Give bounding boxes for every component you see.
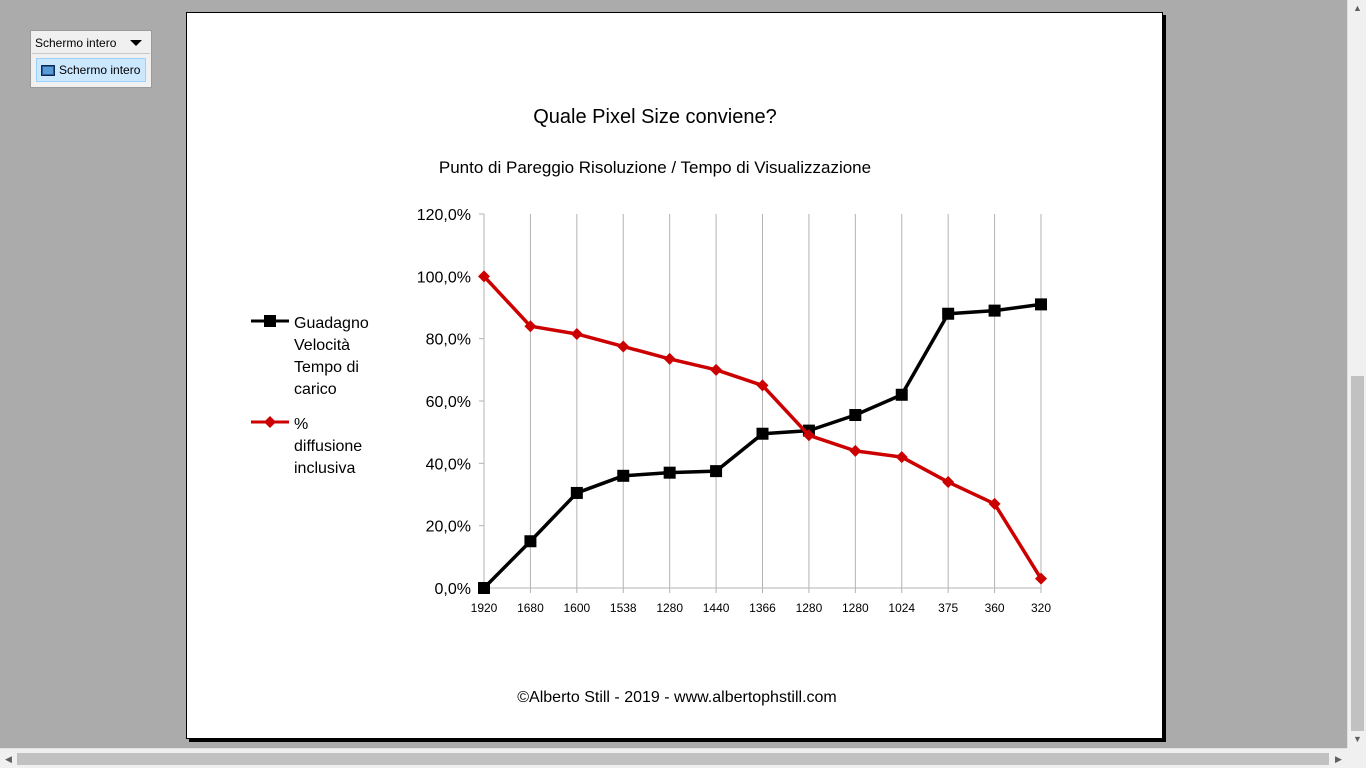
scroll-left-icon[interactable]: ◀	[5, 754, 12, 764]
x-tick-label: 1920	[471, 601, 498, 615]
legend-label: diffusione	[294, 438, 362, 455]
scroll-down-icon[interactable]: ▼	[1353, 734, 1362, 744]
legend-label: inclusiva	[294, 460, 355, 477]
fullscreen-button-label: Schermo intero	[59, 63, 141, 77]
view-mode-dropdown-label: Schermo intero	[35, 36, 117, 50]
x-tick-label: 1024	[888, 601, 915, 615]
chart-axes: 0,0% 20,0% 40,0% 60,0% 80,0% 100,0% 120,0% 1920…	[417, 207, 1052, 615]
x-tick-label: 1600	[563, 601, 590, 615]
x-tick-label: 1538	[610, 601, 637, 615]
y-tick-label: 60,0%	[426, 394, 471, 411]
chevron-down-icon[interactable]	[130, 40, 142, 46]
data-point	[570, 486, 583, 499]
legend-label: Tempo di	[294, 359, 359, 376]
x-tick-label: 1280	[796, 601, 823, 615]
x-tick-label: 360	[985, 601, 1005, 615]
legend-label: Velocità	[294, 337, 350, 354]
chart-grid	[529, 214, 1042, 588]
x-tick-label: 1280	[842, 601, 869, 615]
screen-icon	[41, 65, 55, 76]
data-point	[663, 466, 676, 479]
x-tick-label: 320	[1031, 601, 1051, 615]
y-tick-label: 20,0%	[426, 519, 471, 536]
view-mode-dropdown[interactable]: Schermo intero	[32, 32, 150, 54]
horizontal-scrollbar[interactable]: ◀ ▶	[0, 748, 1347, 768]
data-point	[849, 444, 862, 457]
legend-item-1: Guadagno Velocità Tempo di carico	[251, 315, 369, 398]
vertical-scrollbar[interactable]: ▲ ▼	[1347, 0, 1366, 748]
data-point	[478, 582, 490, 594]
data-point	[617, 340, 630, 353]
data-point	[802, 429, 815, 442]
legend-marker	[264, 416, 276, 428]
data-point	[756, 379, 769, 392]
y-tick-label: 0,0%	[435, 581, 471, 598]
data-point	[849, 409, 862, 422]
legend-label: Guadagno	[294, 315, 369, 332]
data-point	[524, 320, 537, 333]
y-tick-label: 80,0%	[426, 332, 471, 349]
copyright-footer: ©Alberto Still - 2019 - www.albertophsti…	[517, 689, 836, 706]
data-point	[756, 427, 769, 440]
data-point	[478, 270, 490, 283]
data-point	[988, 304, 1001, 317]
line-chart: Quale Pixel Size conviene? Punto di Pare…	[251, 106, 1052, 706]
legend-item-2: % diffusione inclusiva	[251, 416, 362, 477]
series-2	[478, 270, 1047, 585]
data-point	[710, 363, 723, 376]
x-tick-label: 1680	[517, 601, 544, 615]
chart-subtitle: Punto di Pareggio Risoluzione / Tempo di…	[439, 158, 871, 177]
data-point	[1035, 298, 1047, 311]
data-point	[895, 388, 908, 401]
data-point	[942, 307, 955, 320]
y-tick-label: 100,0%	[417, 269, 471, 286]
slide-page: Quale Pixel Size conviene? Punto di Pare…	[186, 12, 1163, 739]
data-point	[1035, 572, 1047, 585]
x-tick-label: 1366	[749, 601, 776, 615]
data-point	[663, 352, 676, 365]
fullscreen-button[interactable]: Schermo intero	[36, 58, 146, 82]
data-point	[988, 497, 1001, 510]
scroll-up-icon[interactable]: ▲	[1353, 3, 1362, 13]
legend-label: %	[294, 416, 308, 433]
vertical-scroll-thumb[interactable]	[1351, 376, 1364, 731]
x-tick-label: 1440	[703, 601, 730, 615]
fullscreen-toolbar: Schermo intero Schermo intero	[30, 30, 152, 88]
data-point	[710, 465, 723, 478]
data-point	[942, 476, 955, 489]
data-point	[570, 327, 583, 340]
y-tick-label: 120,0%	[417, 207, 471, 224]
data-point	[524, 535, 537, 548]
chart-series	[478, 270, 1047, 594]
y-tick-label: 40,0%	[426, 456, 471, 473]
horizontal-scroll-thumb[interactable]	[17, 753, 1329, 765]
legend-label: carico	[294, 381, 337, 398]
chart-title: Quale Pixel Size conviene?	[533, 106, 776, 128]
data-point	[895, 451, 908, 464]
data-point	[617, 469, 630, 482]
legend-marker	[264, 315, 276, 327]
x-tick-label: 375	[938, 601, 958, 615]
scrollbar-corner	[1347, 748, 1366, 768]
scroll-right-icon[interactable]: ▶	[1335, 754, 1342, 764]
chart-legend: Guadagno Velocità Tempo di carico % diffusio…	[251, 315, 369, 477]
x-tick-label: 1280	[656, 601, 683, 615]
